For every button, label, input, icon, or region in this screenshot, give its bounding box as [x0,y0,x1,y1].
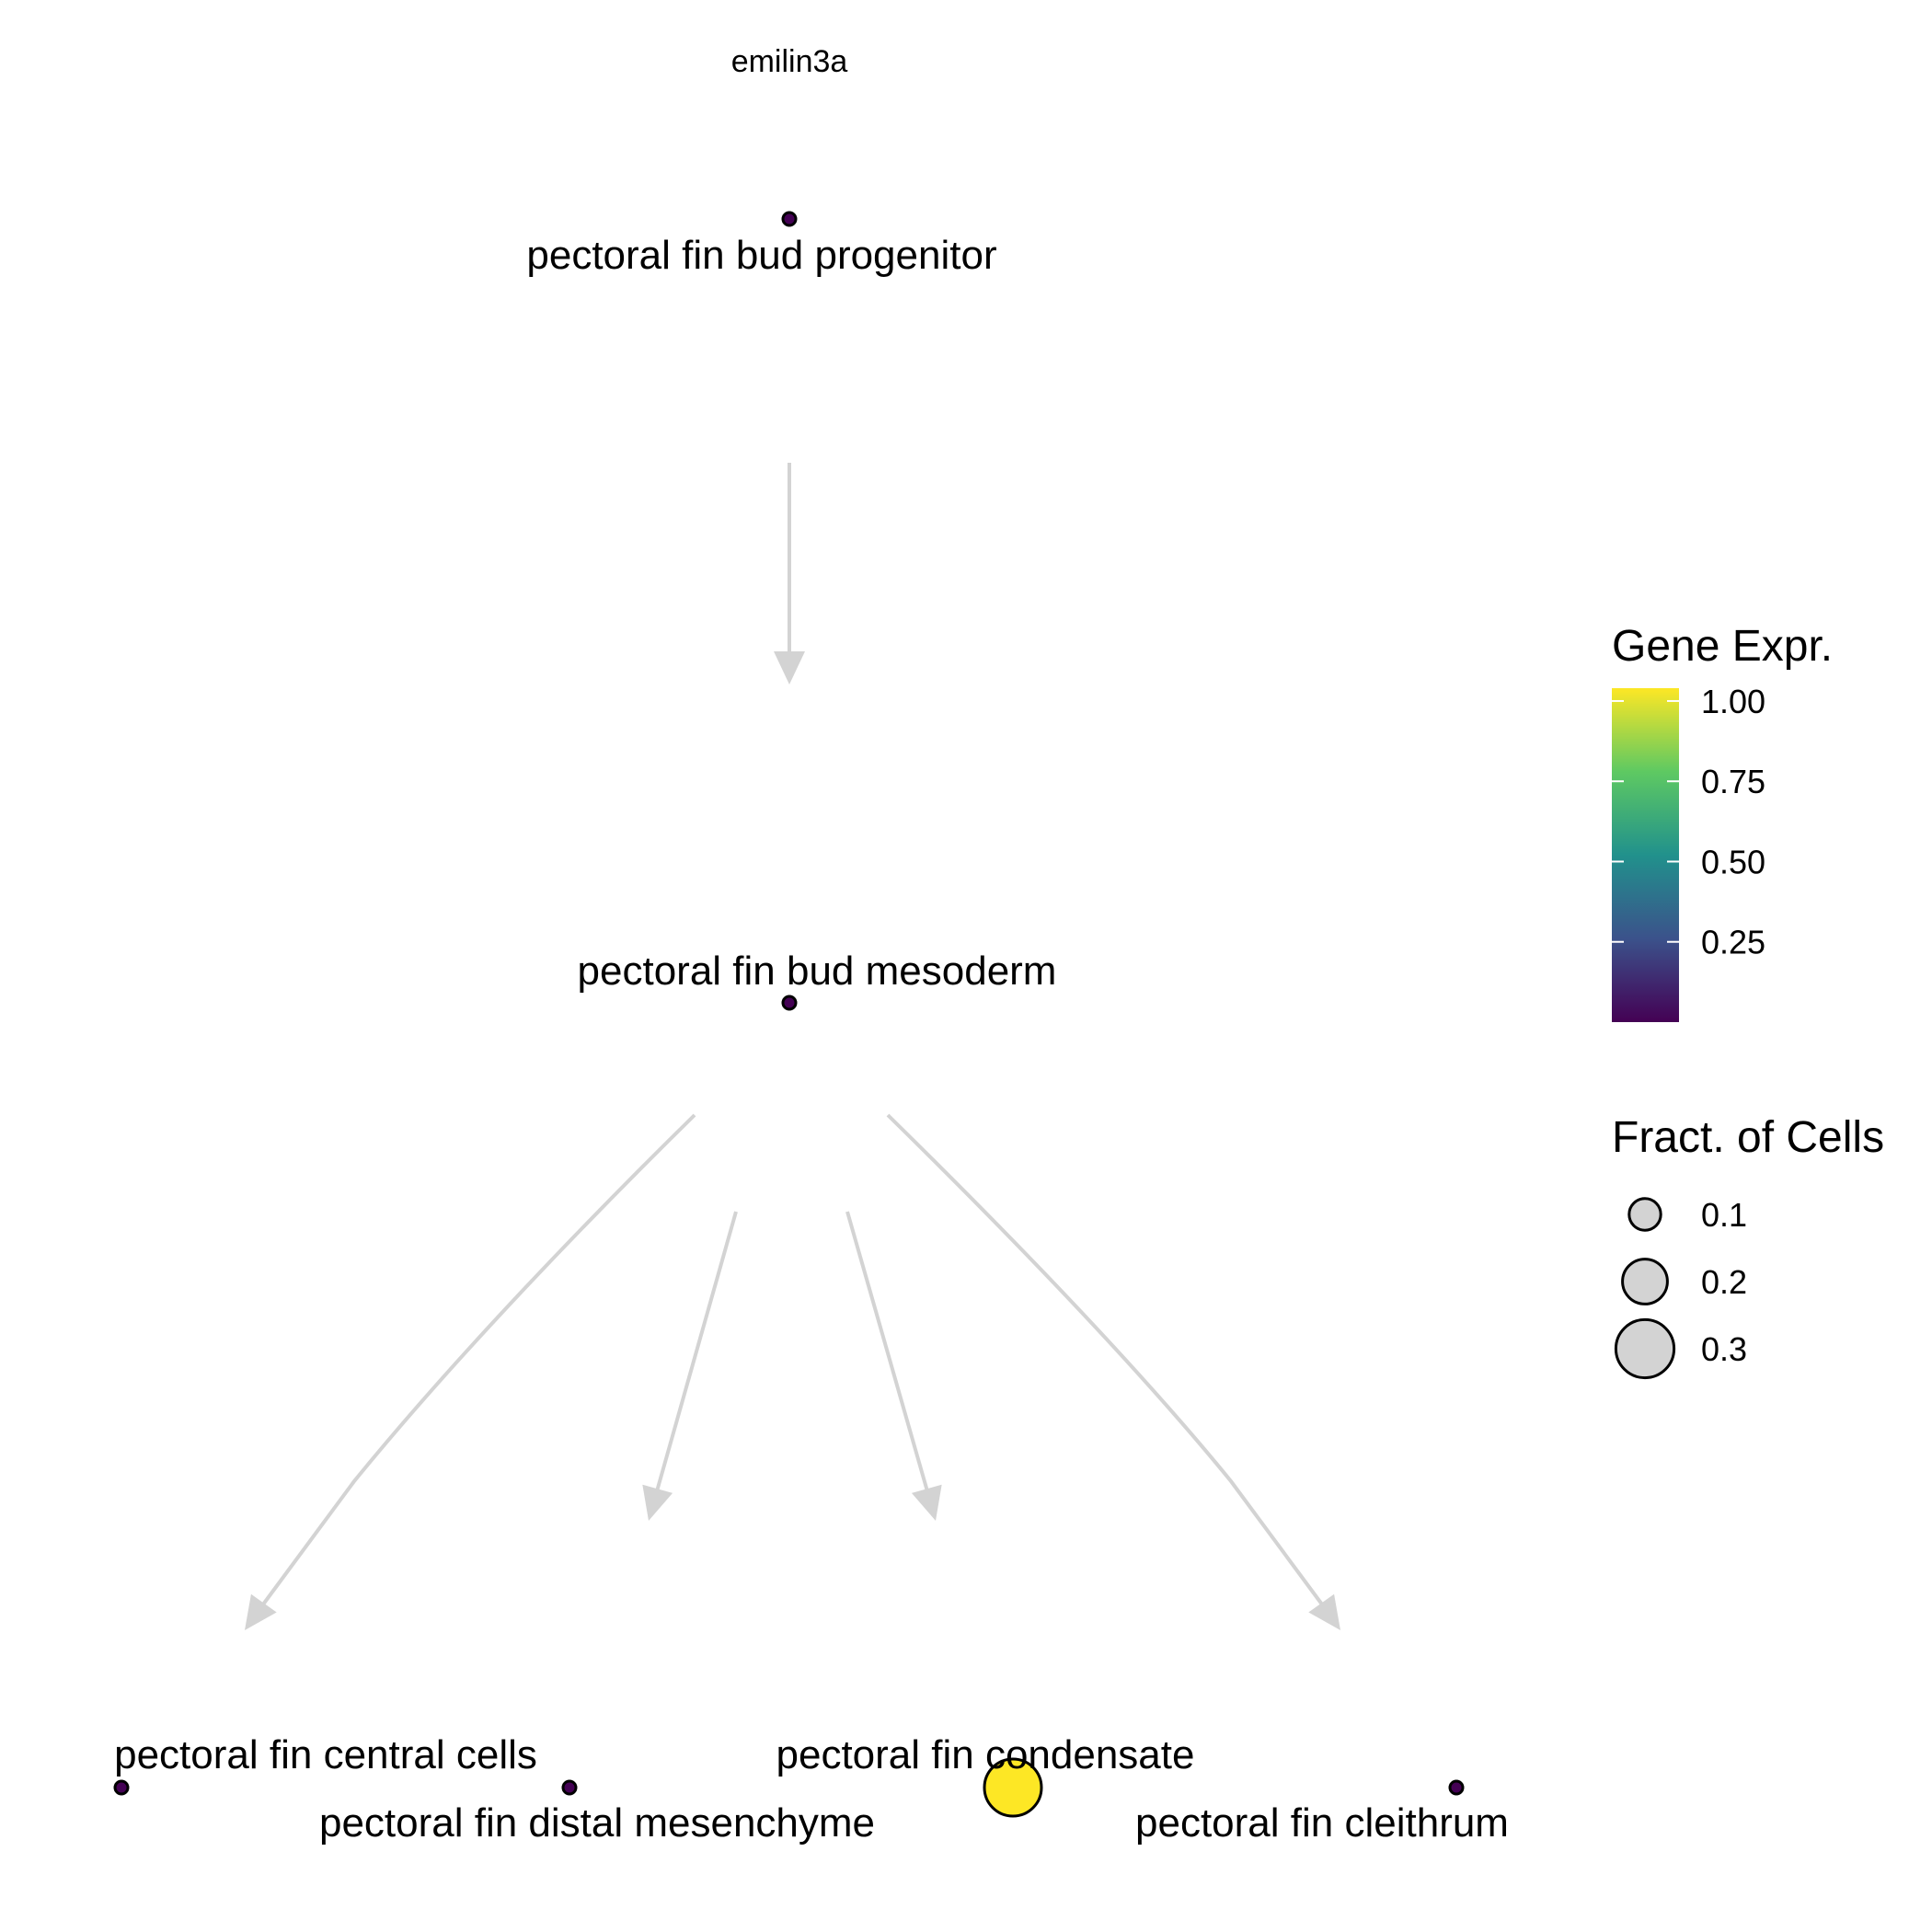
edge-progenitor-to-mesoderm [774,463,805,684]
edge-mesoderm-to-central [245,1113,696,1630]
edge-mesoderm-to-condensate [845,1211,942,1521]
color-tick-label: 1.00 [1701,683,1765,720]
color-legend: Gene Expr. 1.00 0.75 0.50 0.25 [1612,622,1833,1022]
size-tick-label: 0.3 [1701,1330,1747,1368]
node-point-mesoderm [781,995,798,1011]
edge-mesoderm-to-distal [642,1211,738,1521]
tree-edges [245,463,1340,1630]
size-tick-label: 0.1 [1701,1196,1747,1234]
color-legend-ticks: 1.00 0.75 0.50 0.25 [1612,683,1765,961]
size-legend: Fract. of Cells 0.1 0.2 0.3 [1612,1113,1884,1380]
node-point-central [113,1779,130,1796]
size-legend-point [1621,1258,1669,1305]
node-label-cleithrum: pectoral fin cleithrum [1135,1800,1509,1846]
size-tick-label: 0.2 [1701,1263,1747,1301]
size-legend-title: Fract. of Cells [1612,1113,1884,1162]
size-legend-ticks: 0.1 0.2 0.3 [1614,1196,1747,1380]
node-label-mesoderm: pectoral fin bud mesoderm [578,949,1057,994]
arrowhead [911,1484,942,1521]
node-point-distal [561,1779,578,1796]
node-label-condensate: pectoral fin condensate [776,1732,1195,1777]
color-legend-bar [1612,688,1679,1022]
color-tick-label: 0.75 [1701,763,1765,800]
node-label-distal: pectoral fin distal mesenchyme [319,1800,875,1846]
tree-nodes: pectoral fin bud progenitor pectoral fin … [113,211,1509,1846]
node-label-central: pectoral fin central cells [114,1732,537,1777]
size-legend-point [1614,1317,1676,1380]
color-tick-label: 0.50 [1701,843,1765,880]
arrowhead [1308,1593,1340,1630]
size-legend-point [1627,1197,1662,1232]
node-label-progenitor: pectoral fin bud progenitor [526,233,996,278]
color-legend-title: Gene Expr. [1612,622,1833,671]
node-point-progenitor [781,211,798,227]
arrowhead [642,1484,673,1521]
arrowhead [774,651,805,684]
arrowhead [245,1593,277,1630]
edge-mesoderm-to-cleithrum [886,1113,1340,1630]
color-tick-label: 0.25 [1701,924,1765,961]
node-point-condensate [983,1757,1043,1818]
chart-title: emilin3a [731,44,848,79]
node-point-cleithrum [1448,1779,1465,1796]
